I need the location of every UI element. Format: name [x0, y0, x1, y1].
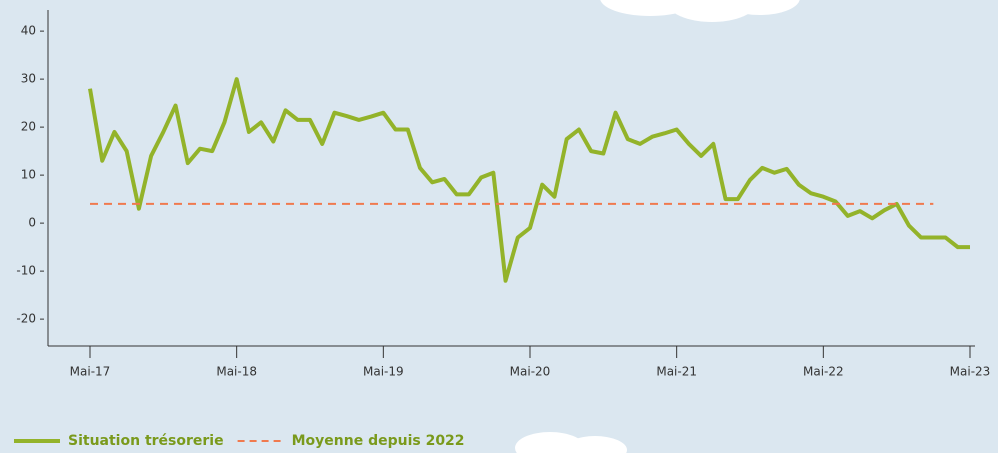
y-tick-label: 20: [21, 120, 36, 134]
legend-label: Situation trésorerie: [68, 433, 224, 449]
y-tick-label: 0: [28, 216, 36, 230]
x-tick-label: Mai-21: [656, 365, 697, 379]
x-tick-label: Mai-17: [70, 365, 111, 379]
x-tick-label: Mai-19: [363, 365, 404, 379]
y-tick-label: -20: [16, 312, 36, 326]
y-tick-label: 10: [21, 168, 36, 182]
x-tick-label: Mai-23: [950, 365, 991, 379]
y-tick-label: 40: [21, 24, 36, 38]
clouds: [515, 0, 800, 453]
x-tick-label: Mai-18: [216, 365, 257, 379]
y-tick-label: -10: [16, 264, 36, 278]
y-tick-label: 30: [21, 72, 36, 86]
x-tick-label: Mai-22: [803, 365, 844, 379]
legend-label: Moyenne depuis 2022: [292, 433, 465, 449]
series-line: [88, 77, 970, 283]
x-tick-label: Mai-20: [510, 365, 551, 379]
